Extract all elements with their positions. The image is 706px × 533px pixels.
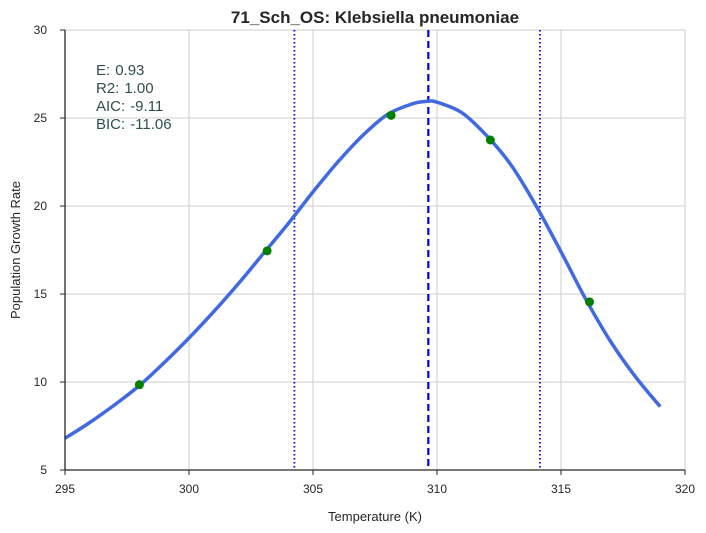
x-tick-label: 295: [55, 482, 75, 496]
x-tick-label: 300: [179, 482, 199, 496]
y-tick-label: 5: [40, 463, 47, 477]
x-tick-label: 315: [551, 482, 571, 496]
stat-value: -11.06: [130, 116, 171, 133]
stat-label: AIC:: [96, 98, 125, 115]
y-tick-label: 20: [34, 199, 48, 213]
x-axis-label: Temperature (K): [328, 509, 422, 524]
stat-value: 1.00: [124, 80, 153, 97]
data-point: [585, 297, 595, 307]
y-tick-label: 15: [34, 287, 48, 301]
reference-lines: [293, 30, 541, 470]
grid: [64, 29, 686, 471]
stat-value: 0.93: [115, 62, 144, 79]
y-tick-label: 10: [34, 375, 48, 389]
tick-labels: 295 300 305 310 315 320 5 10 15 20 25 30: [34, 23, 696, 496]
x-tick-label: 320: [675, 482, 695, 496]
axes: [60, 29, 686, 475]
data-point: [386, 110, 396, 120]
data-point: [485, 135, 495, 145]
stat-label: E:: [96, 62, 110, 79]
data-point: [134, 380, 144, 390]
y-tick-label: 30: [34, 23, 48, 37]
stat-label: R2:: [96, 80, 119, 97]
x-tick-label: 305: [303, 482, 323, 496]
observation-points: [134, 110, 595, 390]
y-tick-label: 25: [34, 111, 48, 125]
x-tick-label: 310: [427, 482, 447, 496]
chart-title: 71_Sch_OS: Klebsiella pneumoniae: [231, 8, 519, 27]
fitted-curve-line: [64, 99, 662, 440]
stat-value: -9.11: [130, 98, 163, 115]
y-axis-label: Population Growth Rate: [8, 181, 23, 319]
data-point: [262, 246, 272, 256]
stat-label: BIC:: [96, 116, 125, 133]
